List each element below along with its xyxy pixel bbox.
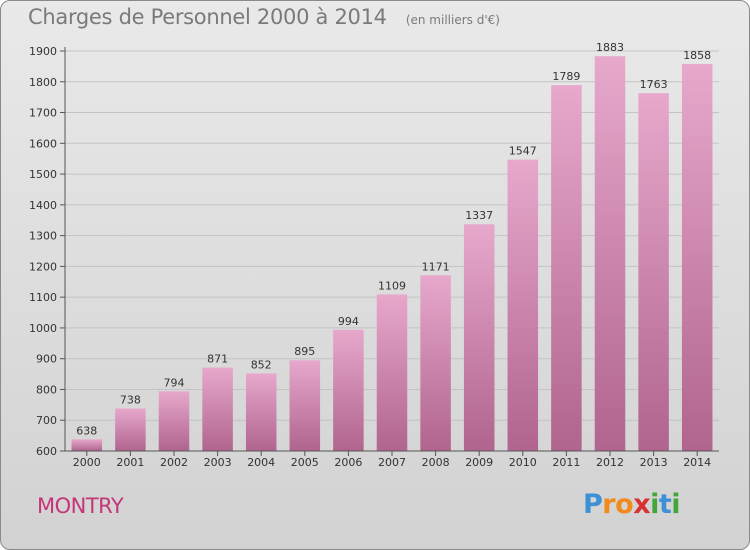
- bar: [202, 367, 233, 451]
- y-tick-label: 1500: [29, 168, 57, 181]
- bar: [507, 159, 539, 451]
- data-label: 1171: [422, 260, 450, 273]
- data-label: 638: [76, 424, 97, 437]
- logo-letter: P: [583, 489, 603, 520]
- y-tick-label: 1100: [29, 291, 57, 304]
- y-tick-label: 1300: [29, 230, 57, 243]
- data-label: 794: [164, 376, 185, 389]
- data-label: 1547: [509, 145, 537, 158]
- bar: [638, 93, 669, 452]
- y-tick-label: 600: [36, 445, 57, 458]
- proxiti-logo: Proxiti: [583, 489, 681, 520]
- data-label: 852: [251, 358, 272, 371]
- x-tick-label: 2009: [465, 456, 493, 469]
- x-tick-label: 2003: [204, 456, 232, 469]
- data-label: 1337: [465, 209, 493, 222]
- x-tick-label: 2012: [596, 456, 624, 469]
- logo-letter: x: [633, 489, 651, 520]
- bar: [420, 275, 451, 451]
- bar: [376, 294, 408, 451]
- logo-letter: r: [602, 489, 616, 520]
- y-tick-label: 1600: [29, 137, 57, 150]
- bar: [551, 85, 582, 452]
- data-label: 994: [338, 315, 359, 328]
- data-label: 1109: [378, 279, 406, 292]
- x-tick-label: 2010: [509, 456, 537, 469]
- bar: [463, 224, 495, 451]
- x-tick-label: 2011: [552, 456, 580, 469]
- chart-subtitle: (en milliers d'€): [405, 13, 500, 27]
- bar: [681, 63, 713, 452]
- data-label: 1883: [596, 41, 624, 54]
- x-tick-label: 2014: [683, 456, 711, 469]
- y-tick-label: 1900: [29, 45, 57, 58]
- x-tick-label: 2004: [247, 456, 275, 469]
- x-tick-label: 2008: [422, 456, 450, 469]
- bar: [71, 439, 103, 451]
- bar: [158, 391, 190, 451]
- data-label: 1858: [683, 49, 711, 62]
- y-tick-label: 1700: [29, 107, 57, 120]
- bar: [289, 360, 321, 451]
- bar: [245, 373, 277, 451]
- x-tick-label: 2002: [160, 456, 188, 469]
- data-label: 1789: [552, 70, 580, 83]
- data-label: 895: [294, 345, 315, 358]
- logo-letter: o: [615, 489, 634, 520]
- x-tick-label: 2013: [640, 456, 668, 469]
- x-tick-label: 2000: [73, 456, 101, 469]
- bar: [594, 56, 626, 451]
- data-label: 1763: [640, 78, 668, 91]
- y-tick-label: 900: [36, 353, 57, 366]
- y-tick-label: 1200: [29, 260, 57, 273]
- bar: [115, 408, 146, 451]
- y-tick-label: 800: [36, 383, 57, 396]
- logo-letter: i: [650, 489, 659, 520]
- chart-title: Charges de Personnel 2000 à 2014: [28, 5, 387, 29]
- x-tick-label: 2007: [378, 456, 406, 469]
- data-label: 871: [207, 353, 228, 366]
- x-tick-label: 2005: [291, 456, 319, 469]
- y-tick-label: 1000: [29, 322, 57, 335]
- y-tick-label: 700: [36, 414, 57, 427]
- logo-letter: t: [658, 489, 672, 520]
- y-tick-label: 1800: [29, 76, 57, 89]
- place-name: MONTRY: [37, 494, 124, 518]
- x-tick-label: 2006: [334, 456, 362, 469]
- bar: [333, 329, 364, 451]
- logo-letter: i: [671, 489, 681, 520]
- y-tick-label: 1400: [29, 199, 57, 212]
- x-tick-label: 2001: [116, 456, 144, 469]
- title-row: Charges de Personnel 2000 à 2014 (en mil…: [28, 5, 500, 29]
- data-label: 738: [120, 394, 141, 407]
